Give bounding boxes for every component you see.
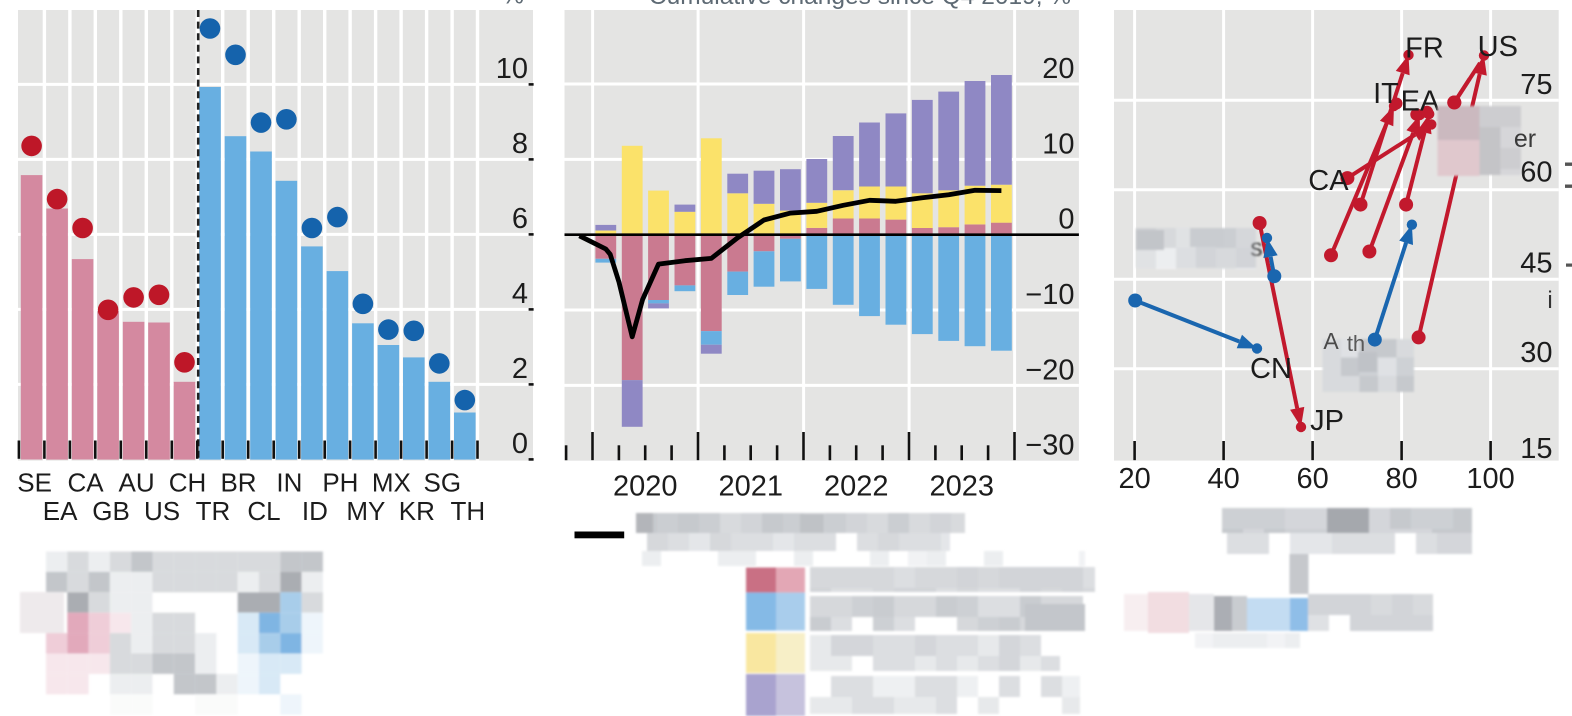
svg-text:%: % — [502, 0, 524, 10]
svg-text:−20: −20 — [1025, 354, 1074, 386]
svg-text:er: er — [1514, 125, 1536, 153]
svg-text:75: 75 — [1520, 69, 1552, 101]
svg-text:TR: TR — [196, 496, 231, 526]
svg-text:GB: GB — [92, 496, 130, 526]
svg-text:US: US — [1478, 31, 1518, 63]
svg-text:Cumulative changes since Q4 20: Cumulative changes since Q4 2019, % — [649, 0, 1071, 10]
svg-text:CA: CA — [1308, 165, 1349, 197]
svg-text:6: 6 — [512, 203, 528, 235]
svg-text:AU: AU — [119, 468, 155, 498]
svg-text:20: 20 — [1118, 463, 1150, 495]
svg-text:IN: IN — [276, 468, 302, 498]
svg-text:10: 10 — [1042, 128, 1074, 160]
svg-text:EA: EA — [43, 496, 78, 526]
svg-text:4: 4 — [512, 278, 528, 310]
svg-text:i: i — [1547, 287, 1552, 314]
svg-text:CN: CN — [1250, 353, 1292, 385]
svg-text:100: 100 — [1466, 463, 1514, 495]
svg-text:PH: PH — [322, 468, 358, 498]
svg-text:2: 2 — [512, 353, 528, 385]
svg-text:30: 30 — [1520, 337, 1552, 369]
svg-text:JP: JP — [1310, 405, 1344, 437]
svg-text:CH: CH — [169, 468, 207, 498]
svg-text:TH: TH — [450, 496, 485, 526]
svg-text:10: 10 — [496, 53, 528, 85]
svg-text:45: 45 — [1520, 248, 1552, 280]
svg-text:th: th — [1347, 331, 1365, 356]
svg-text:BR: BR — [220, 468, 256, 498]
svg-text:FR: FR — [1405, 33, 1444, 65]
svg-text:0: 0 — [1058, 204, 1074, 236]
svg-text:IT: IT — [1373, 78, 1399, 110]
svg-text:8: 8 — [512, 128, 528, 160]
svg-text:A: A — [1323, 328, 1339, 354]
svg-text:2023: 2023 — [930, 471, 995, 503]
svg-text:15: 15 — [1520, 433, 1552, 465]
svg-text:US: US — [144, 496, 180, 526]
svg-text:−30: −30 — [1025, 430, 1074, 462]
svg-text:ID: ID — [302, 496, 328, 526]
svg-text:−10: −10 — [1025, 279, 1074, 311]
svg-text:CL: CL — [247, 496, 280, 526]
svg-text:s: s — [1250, 234, 1263, 262]
svg-text:0: 0 — [512, 428, 528, 460]
svg-text:60: 60 — [1296, 463, 1328, 495]
svg-text:MX: MX — [372, 468, 411, 498]
svg-text:KR: KR — [399, 496, 435, 526]
svg-text:MY: MY — [346, 496, 385, 526]
svg-text:2022: 2022 — [824, 471, 889, 503]
svg-text:2020: 2020 — [613, 471, 678, 503]
svg-text:2021: 2021 — [719, 471, 784, 503]
svg-text:CA: CA — [68, 468, 105, 498]
svg-text:80: 80 — [1385, 463, 1417, 495]
svg-text:40: 40 — [1207, 463, 1239, 495]
svg-text:SG: SG — [424, 468, 462, 498]
svg-text:60: 60 — [1520, 157, 1552, 189]
svg-text:SE: SE — [17, 468, 52, 498]
svg-text:20: 20 — [1042, 53, 1074, 85]
svg-text:EA: EA — [1401, 86, 1440, 118]
